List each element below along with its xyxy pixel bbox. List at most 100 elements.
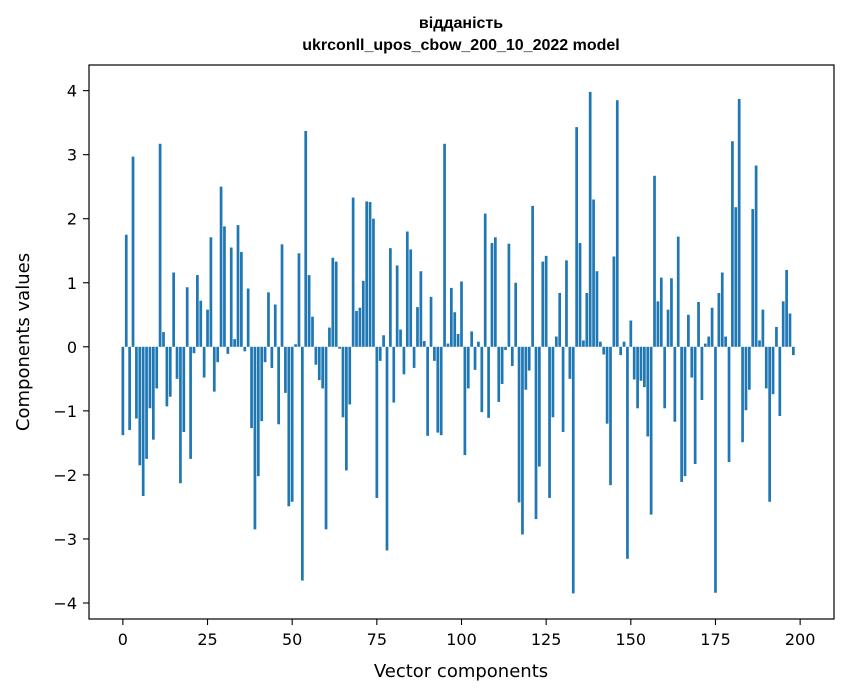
bar: [788, 313, 792, 347]
y-axis-ticks: −4 −3 −2 −1 0 1 2 3 4: [53, 82, 89, 613]
bar: [724, 336, 727, 347]
bar: [148, 346, 152, 409]
bar: [734, 207, 738, 347]
bar: [165, 346, 169, 407]
bar: [615, 100, 619, 347]
y-tick-label: 3: [67, 146, 77, 165]
bar: [138, 346, 142, 466]
bar: [775, 326, 778, 347]
bar: [575, 127, 578, 347]
bar: [524, 346, 528, 390]
bar: [751, 209, 755, 347]
bar: [314, 346, 318, 365]
bars-group: [121, 91, 795, 594]
bar: [687, 314, 690, 347]
bar: [304, 130, 308, 347]
bar: [179, 346, 182, 484]
bar: [351, 197, 355, 347]
bar: [761, 309, 765, 347]
bar: [233, 339, 236, 347]
bar: [463, 346, 467, 456]
bar: [626, 346, 629, 559]
bar: [693, 346, 697, 464]
bar: [487, 346, 490, 418]
bar: [619, 346, 623, 356]
bar: [592, 199, 595, 347]
bar: [707, 336, 711, 347]
x-tick-label: 175: [700, 630, 731, 649]
bar: [128, 346, 131, 431]
bar: [439, 346, 443, 436]
bar: [168, 346, 172, 397]
bar: [514, 282, 518, 347]
chart-subtitle: ukrconll_upos_cbow_200_10_2022 model: [302, 37, 619, 54]
bar: [392, 346, 396, 403]
bar: [273, 304, 277, 347]
bar: [758, 340, 761, 347]
bar: [280, 244, 284, 347]
bar: [426, 346, 429, 436]
bar: [534, 346, 538, 520]
bar: [554, 336, 558, 347]
x-axis-ticks: 0 25 50 75 100 125 150 175 200: [118, 619, 815, 649]
bar: [412, 346, 416, 368]
bar: [531, 205, 534, 347]
bar: [605, 346, 609, 424]
bar: [544, 255, 548, 347]
y-tick-label: 4: [67, 82, 77, 101]
x-tick-label: 0: [118, 630, 128, 649]
y-tick-label: −4: [53, 594, 77, 613]
bar: [267, 292, 270, 347]
x-tick-label: 50: [282, 630, 302, 649]
bar: [192, 346, 196, 354]
bar: [246, 288, 250, 347]
bar: [307, 275, 311, 347]
bar: [737, 98, 741, 347]
x-tick-label: 100: [446, 630, 477, 649]
bar: [361, 280, 365, 347]
bar: [494, 237, 497, 347]
bar: [741, 346, 744, 443]
bar: [311, 316, 314, 347]
bar: [399, 329, 402, 347]
bar: [538, 346, 541, 467]
bar: [290, 346, 294, 502]
bar: [551, 346, 555, 418]
bar: [284, 346, 287, 393]
bar: [768, 346, 772, 502]
bar: [389, 248, 392, 347]
bar: [331, 257, 335, 347]
bar: [209, 237, 213, 347]
bar: [517, 346, 521, 503]
bar: [510, 346, 514, 367]
bar: [141, 346, 145, 497]
bar: [778, 346, 782, 416]
bar: [216, 346, 220, 363]
bar: [568, 346, 572, 379]
bar: [446, 343, 450, 347]
y-tick-label: −2: [53, 466, 77, 485]
bar: [666, 309, 670, 347]
bar: [453, 312, 457, 347]
bar: [151, 346, 155, 440]
bar: [250, 346, 253, 429]
bar: [697, 301, 700, 347]
bar: [764, 346, 768, 389]
y-tick-label: 2: [67, 210, 77, 229]
bar: [355, 310, 358, 347]
x-tick-label: 125: [531, 630, 562, 649]
bar: [700, 346, 704, 400]
bar: [378, 346, 382, 361]
bar: [270, 346, 274, 368]
bar: [341, 346, 345, 418]
bar: [131, 156, 135, 347]
bar: [145, 346, 148, 459]
bar: [460, 281, 463, 347]
bar: [321, 346, 325, 389]
bar: [175, 346, 179, 379]
bar: [710, 307, 714, 347]
x-tick-label: 150: [616, 630, 647, 649]
bar: [585, 293, 589, 347]
bar: [185, 287, 189, 347]
bar: [368, 202, 372, 347]
